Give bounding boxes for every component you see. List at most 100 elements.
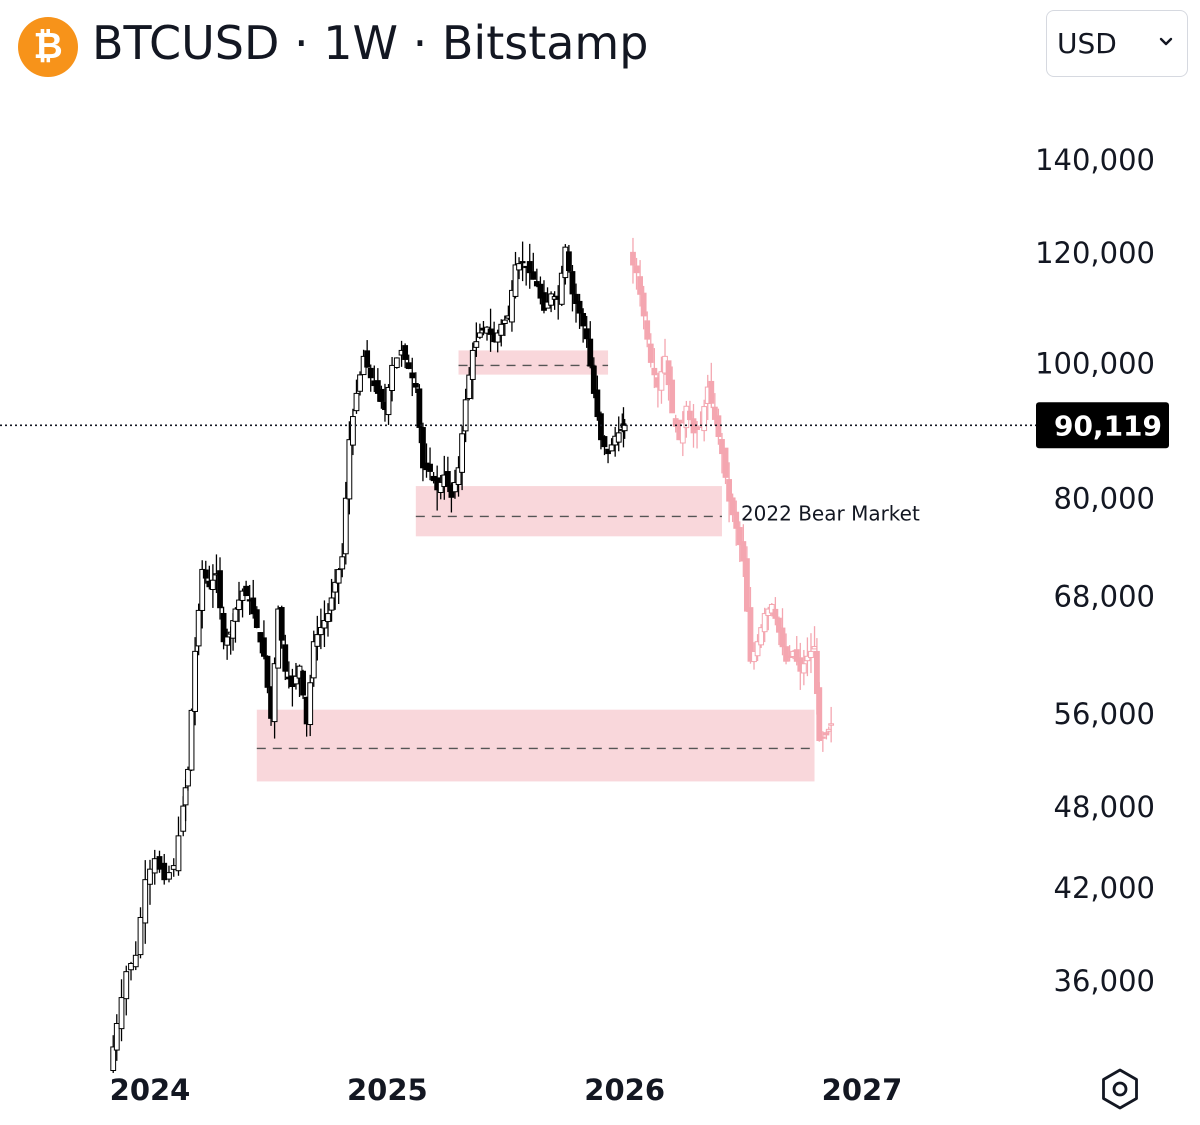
y-tick-label: 36,000 [1054, 964, 1155, 998]
price-candle [594, 375, 601, 421]
price-candle [300, 669, 306, 699]
projection-candle [665, 360, 672, 401]
price-candle [393, 357, 400, 369]
projection-candle [776, 616, 782, 646]
price-candle-body [437, 481, 444, 493]
price-candle-body [444, 471, 451, 487]
projection-candle-body [747, 607, 754, 662]
projection-candle [715, 408, 722, 445]
price-candle [202, 560, 209, 584]
price-candle [261, 620, 267, 660]
chart-settings-button[interactable] [1097, 1066, 1143, 1112]
price-candle [353, 379, 360, 414]
projection-candle-body [751, 650, 757, 663]
projection-candle [808, 633, 814, 674]
projection-candle-body [722, 447, 729, 478]
price-candle [243, 580, 250, 597]
price-candle [466, 367, 473, 401]
price-candle-body [452, 482, 458, 493]
price-candle-body [261, 637, 267, 657]
x-tick-label: 2026 [584, 1073, 665, 1107]
price-candle-body [389, 364, 395, 392]
price-candle [427, 447, 433, 481]
price-candle-body [455, 467, 462, 486]
price-candle-body [409, 372, 416, 379]
price-candle [339, 543, 346, 578]
price-candle [469, 342, 476, 400]
price-candle [590, 357, 597, 399]
projection-candle-body [729, 497, 736, 516]
annotation-layer: 2022 Bear Market [741, 501, 920, 525]
price-candle [175, 816, 182, 876]
price-candle-body [199, 568, 206, 611]
price-candle [137, 907, 144, 959]
price-candle [209, 564, 216, 608]
projection-candle-body [793, 649, 800, 662]
price-candle [289, 668, 296, 707]
price-candle [314, 615, 321, 661]
price-candle-body [605, 448, 611, 455]
y-tick-label: 140,000 [1035, 143, 1155, 177]
mid-support-zone[interactable] [415, 486, 722, 537]
price-candle-body [151, 858, 158, 874]
price-candle-body [420, 427, 426, 469]
currency-select[interactable]: USD [1046, 10, 1188, 77]
projection-candle [804, 637, 811, 677]
price-candle [161, 853, 168, 885]
price-candle [123, 965, 130, 1016]
price-candle [257, 632, 264, 654]
price-candle [402, 343, 409, 369]
price-candle-body [583, 328, 590, 340]
resistance-zone[interactable] [458, 350, 609, 375]
projection-candle [701, 399, 708, 442]
price-candle [537, 276, 544, 305]
price-candle-body [257, 632, 264, 643]
projection-candle-body [687, 410, 693, 421]
chevron-down-icon [1159, 37, 1173, 46]
projection-candle-body [768, 603, 775, 614]
price-candle [573, 283, 579, 323]
x-tick-label: 2025 [347, 1073, 428, 1107]
projection-candle-body [828, 723, 835, 726]
price-candle [476, 323, 483, 340]
bitcoin-logo-icon: ₿ [18, 17, 78, 77]
price-candle-body [494, 332, 501, 343]
price-candle-body [195, 609, 202, 647]
price-candle-body [526, 261, 533, 274]
price-candle-body [509, 289, 515, 323]
price-candle-body [533, 281, 540, 287]
price-candle-body [512, 264, 519, 297]
projection-candle-body [651, 367, 658, 376]
price-candle-body [230, 620, 236, 639]
low-support-zone[interactable] [256, 709, 815, 782]
projection-candle-body [823, 732, 830, 736]
price-candle [232, 607, 239, 643]
symbol-title[interactable]: BTCUSD · 1W · Bitstamp [92, 16, 649, 70]
projection-candle [711, 393, 718, 426]
price-candle [416, 384, 423, 444]
price-candle [236, 581, 242, 623]
price-candle [310, 630, 317, 687]
projection-candle [687, 400, 693, 421]
projection-candle [779, 608, 786, 656]
projection-candle-body [754, 641, 761, 657]
price-candle-body [307, 682, 314, 726]
price-candle [188, 708, 195, 772]
price-candle-body [310, 641, 317, 679]
price-candle-body [188, 709, 195, 771]
price-candle-body [110, 1046, 117, 1072]
projection-candle [733, 500, 740, 546]
projection-candle-body [644, 320, 651, 340]
price-candle [185, 766, 191, 791]
price-candle [452, 469, 458, 499]
price-candle-body [353, 392, 360, 412]
price-candle [166, 865, 172, 883]
projection-candle [783, 633, 789, 665]
price-candle-body [476, 332, 483, 338]
price-candle-body [113, 1023, 120, 1051]
price-candle [142, 860, 149, 944]
price-candle-body [608, 444, 615, 452]
price-candle [278, 605, 285, 649]
price-candle-body [587, 338, 594, 367]
